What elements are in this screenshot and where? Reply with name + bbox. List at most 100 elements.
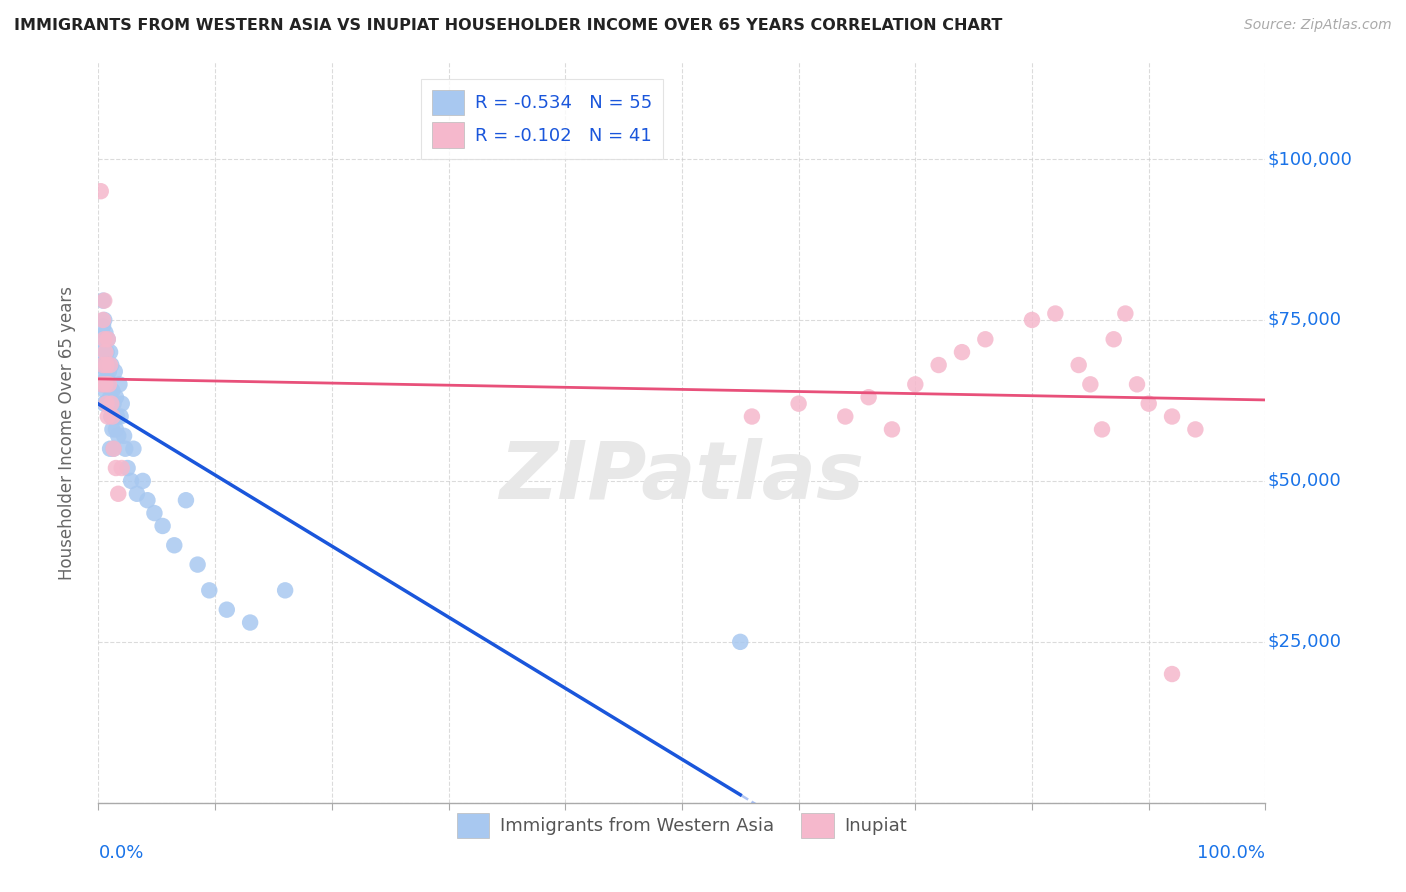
- Point: [152, 519, 174, 533]
- Point: [103, 442, 125, 456]
- Point: [93, 332, 115, 346]
- Point: [122, 442, 145, 456]
- Point: [107, 429, 129, 443]
- Point: [136, 493, 159, 508]
- Point: [950, 345, 973, 359]
- Point: [143, 506, 166, 520]
- Point: [97, 358, 120, 372]
- Point: [1184, 422, 1206, 436]
- Text: $75,000: $75,000: [1268, 311, 1341, 329]
- Point: [101, 384, 124, 398]
- Point: [163, 538, 186, 552]
- Text: 0.0%: 0.0%: [98, 844, 143, 862]
- Point: [93, 397, 115, 411]
- Point: [93, 364, 115, 378]
- Point: [97, 377, 120, 392]
- Point: [110, 409, 132, 424]
- Point: [111, 397, 134, 411]
- Point: [98, 390, 121, 404]
- Text: $25,000: $25,000: [1268, 632, 1341, 651]
- Point: [880, 422, 903, 436]
- Point: [97, 364, 120, 378]
- Point: [834, 409, 856, 424]
- Point: [94, 358, 117, 372]
- Point: [904, 377, 927, 392]
- Point: [928, 358, 950, 372]
- Point: [198, 583, 221, 598]
- Point: [112, 429, 135, 443]
- Point: [101, 409, 124, 424]
- Point: [90, 184, 112, 198]
- Point: [91, 319, 114, 334]
- Point: [215, 602, 238, 616]
- Point: [858, 390, 880, 404]
- Point: [94, 384, 117, 398]
- Point: [104, 422, 127, 436]
- Point: [96, 345, 118, 359]
- Point: [100, 358, 122, 372]
- Text: $50,000: $50,000: [1268, 472, 1341, 490]
- Point: [94, 326, 117, 340]
- Point: [91, 313, 114, 327]
- Point: [107, 487, 129, 501]
- Point: [103, 397, 125, 411]
- Point: [1126, 377, 1149, 392]
- Point: [97, 332, 120, 346]
- Point: [103, 442, 125, 456]
- Point: [120, 474, 142, 488]
- Point: [111, 461, 134, 475]
- Point: [1021, 313, 1043, 327]
- Point: [1067, 358, 1090, 372]
- Point: [97, 409, 120, 424]
- Text: IMMIGRANTS FROM WESTERN ASIA VS INUPIAT HOUSEHOLDER INCOME OVER 65 YEARS CORRELA: IMMIGRANTS FROM WESTERN ASIA VS INUPIAT …: [14, 18, 1002, 33]
- Y-axis label: Householder Income Over 65 years: Householder Income Over 65 years: [58, 285, 76, 580]
- Point: [100, 397, 122, 411]
- Point: [187, 558, 209, 572]
- Point: [97, 397, 120, 411]
- Text: ZIPatlas: ZIPatlas: [499, 438, 865, 516]
- Point: [125, 487, 148, 501]
- Point: [1045, 306, 1067, 320]
- Point: [91, 293, 114, 308]
- Point: [98, 358, 121, 372]
- Point: [730, 635, 752, 649]
- Point: [1161, 409, 1184, 424]
- Point: [1161, 667, 1184, 681]
- Point: [1137, 397, 1160, 411]
- Text: Source: ZipAtlas.com: Source: ZipAtlas.com: [1244, 18, 1392, 32]
- Point: [93, 313, 115, 327]
- Point: [104, 461, 127, 475]
- Point: [93, 293, 115, 308]
- Point: [91, 358, 114, 372]
- Point: [100, 409, 122, 424]
- Point: [96, 358, 118, 372]
- Point: [96, 371, 118, 385]
- Point: [97, 377, 120, 392]
- Point: [98, 442, 121, 456]
- Point: [787, 397, 810, 411]
- Point: [90, 377, 112, 392]
- Point: [97, 332, 120, 346]
- Point: [114, 442, 136, 456]
- Point: [90, 358, 112, 372]
- Point: [104, 390, 127, 404]
- Point: [108, 377, 131, 392]
- Point: [94, 377, 117, 392]
- Point: [104, 364, 127, 378]
- Point: [101, 422, 124, 436]
- Point: [174, 493, 197, 508]
- Point: [96, 397, 118, 411]
- Legend: Immigrants from Western Asia, Inupiat: Immigrants from Western Asia, Inupiat: [450, 805, 914, 846]
- Point: [96, 397, 118, 411]
- Point: [1080, 377, 1102, 392]
- Point: [117, 461, 139, 475]
- Point: [1114, 306, 1136, 320]
- Point: [98, 345, 121, 359]
- Point: [1102, 332, 1125, 346]
- Point: [132, 474, 155, 488]
- Point: [91, 345, 114, 359]
- Point: [90, 377, 112, 392]
- Point: [1091, 422, 1114, 436]
- Point: [741, 409, 763, 424]
- Point: [90, 332, 112, 346]
